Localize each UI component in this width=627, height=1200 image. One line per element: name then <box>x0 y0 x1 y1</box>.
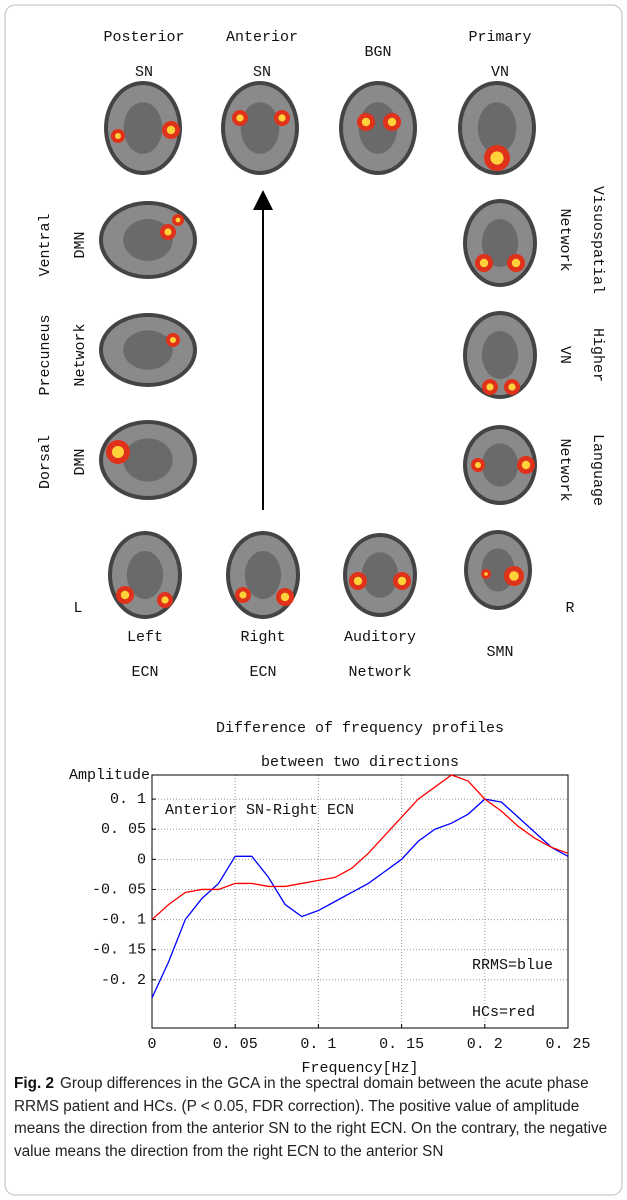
side-label: R <box>565 600 574 617</box>
activation <box>362 118 370 126</box>
activation <box>170 337 176 343</box>
brain-image <box>123 438 173 481</box>
brain-image <box>124 102 163 154</box>
page: Posterior SN Anterior SN BGN Primary VN Ventral… <box>0 0 627 1200</box>
annotation: Anterior SN-Right ECN <box>165 802 354 819</box>
activation <box>486 383 493 390</box>
activation <box>509 571 519 581</box>
chart-title: between two directions <box>261 754 459 771</box>
activation <box>115 133 121 139</box>
side-label: L <box>73 600 82 617</box>
x-tick-label: 0. 1 <box>300 1036 336 1053</box>
region-label: VN <box>491 64 509 81</box>
activation <box>475 462 481 468</box>
region-label: Left <box>127 629 163 646</box>
activation <box>388 118 396 126</box>
region-label: Language <box>589 434 606 506</box>
region-label: Dorsal <box>37 435 54 489</box>
x-tick-label: 0. 05 <box>213 1036 258 1053</box>
activation <box>164 228 171 235</box>
brain-image <box>123 330 173 370</box>
x-tick-label: 0. 25 <box>545 1036 590 1053</box>
activation <box>522 461 530 469</box>
activation <box>508 383 515 390</box>
y-tick-label: -0. 2 <box>101 972 146 989</box>
region-label: Posterior <box>103 29 184 46</box>
region-label: SMN <box>486 644 513 661</box>
region-label: Visuospatial <box>589 186 606 294</box>
x-tick-label: 0 <box>147 1036 156 1053</box>
brain-image <box>362 552 398 598</box>
region-label: Precuneus <box>37 314 54 395</box>
activation <box>239 591 246 598</box>
region-label: SN <box>135 64 153 81</box>
brain-image <box>482 443 518 486</box>
region-label: DMN <box>72 231 89 258</box>
region-label: DMN <box>72 448 89 475</box>
y-axis-label: Amplitude <box>69 767 150 784</box>
caption-text: Group differences in the GCA in the spec… <box>14 1075 607 1160</box>
activation <box>480 259 488 267</box>
region-label: Network <box>348 664 411 681</box>
region-label: ECN <box>131 664 158 681</box>
y-tick-label: 0. 05 <box>101 821 146 838</box>
region-label: Ventral <box>37 213 54 276</box>
region-label: SN <box>253 64 271 81</box>
activation <box>484 572 488 576</box>
activation <box>161 596 168 603</box>
y-tick-label: 0. 1 <box>110 791 146 808</box>
activation <box>398 577 406 585</box>
brain-image <box>241 102 280 154</box>
chart-title: Difference of frequency profiles <box>216 720 504 737</box>
region-label: VN <box>556 346 573 364</box>
annotation: RRMS=blue <box>472 957 553 974</box>
activation <box>121 591 129 599</box>
y-tick-label: -0. 1 <box>101 912 146 929</box>
region-label: Right <box>240 629 285 646</box>
activation <box>236 114 243 121</box>
activation <box>167 126 175 134</box>
activation <box>176 218 181 223</box>
region-label: ECN <box>249 664 276 681</box>
region-label: Network <box>72 323 89 386</box>
activation <box>354 577 362 585</box>
caption-label: Fig. 2 <box>14 1075 54 1092</box>
activation <box>512 259 520 267</box>
y-tick-label: -0. 15 <box>92 942 146 959</box>
activation <box>490 151 503 164</box>
region-label: BGN <box>364 44 391 61</box>
region-label: Auditory <box>344 629 416 646</box>
region-label: Anterior <box>226 29 298 46</box>
annotation: HCs=red <box>472 1004 535 1021</box>
region-label: Network <box>556 208 573 271</box>
x-tick-label: 0. 2 <box>467 1036 503 1053</box>
x-tick-label: 0. 15 <box>379 1036 424 1053</box>
activation <box>281 593 289 601</box>
y-tick-label: -0. 05 <box>92 881 146 898</box>
region-label: Primary <box>468 29 531 46</box>
region-label: Higher <box>589 328 606 382</box>
activation <box>278 114 285 121</box>
data-line <box>152 775 568 920</box>
activation <box>112 446 124 458</box>
y-tick-label: 0 <box>137 851 146 868</box>
figure: Posterior SN Anterior SN BGN Primary VN Ventral… <box>0 0 627 1200</box>
region-label: Network <box>556 438 573 501</box>
brain-image <box>482 331 518 379</box>
